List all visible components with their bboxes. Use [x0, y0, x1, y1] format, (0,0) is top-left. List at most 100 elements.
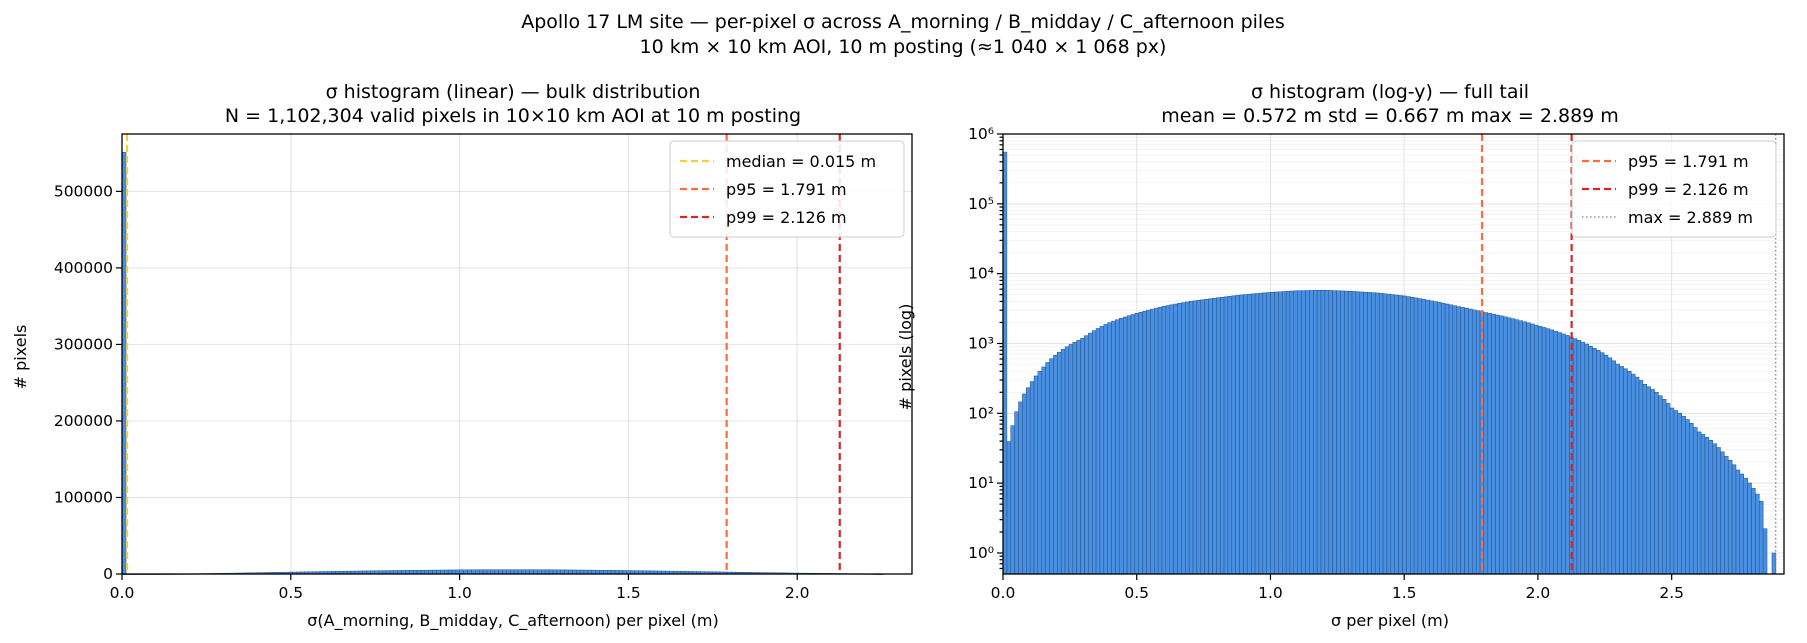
log-histogram-bar: [1735, 469, 1741, 575]
log-histogram-bar: [1526, 322, 1531, 575]
log-histogram-bar: [1173, 303, 1178, 575]
log-histogram-bar: [1588, 345, 1593, 575]
log-histogram-bar: [1103, 324, 1108, 575]
linear-x-tick-label: 1.0: [447, 584, 472, 602]
log-histogram-bar: [1254, 293, 1260, 575]
log-histogram-bar: [1181, 302, 1186, 575]
linear-y-tick-label: 200000: [54, 412, 113, 430]
log-histogram-bar: [1673, 410, 1679, 575]
log-y-tick-label: 10⁰: [968, 544, 994, 562]
log-histogram-bar: [1654, 392, 1659, 575]
log-histogram-bar: [1014, 411, 1019, 575]
log-histogram-bar: [1382, 293, 1388, 575]
log-histogram-bar: [1219, 296, 1225, 575]
log-x-tick-label: 0.5: [1124, 584, 1149, 602]
log-histogram-bar: [1355, 291, 1361, 575]
log-histogram-bar: [1460, 307, 1465, 575]
log-histogram-bar: [1320, 289, 1326, 575]
log-histogram-bar: [1204, 298, 1209, 575]
log-histogram-bar: [1347, 290, 1353, 575]
log-legend-box: [1571, 140, 1777, 238]
log-histogram-bar: [1755, 493, 1760, 575]
log-histogram-bar: [1154, 307, 1159, 575]
log-histogram-bar: [1611, 360, 1617, 575]
log-histogram-bar: [1712, 443, 1717, 575]
log-histogram-bar: [1762, 528, 1768, 575]
log-histogram-bar: [1499, 315, 1504, 575]
log-histogram-bar: [1759, 500, 1764, 575]
log-histogram-bar: [1433, 301, 1438, 575]
log-histogram-bar: [1708, 440, 1713, 575]
log-histogram-bar: [1743, 477, 1748, 575]
log-histogram-bar: [1549, 329, 1554, 575]
log-histogram-bar: [1677, 412, 1682, 575]
log-histogram-bar: [1553, 330, 1558, 575]
log-y-tick-label: 10⁵: [968, 195, 994, 213]
log-histogram-bar: [1084, 335, 1089, 575]
log-histogram-bar: [1724, 456, 1729, 575]
log-histogram-bar: [1747, 482, 1752, 575]
log-histogram-bar: [1285, 291, 1291, 575]
log-histogram-bar: [1332, 290, 1337, 575]
log-histogram-bar: [1510, 318, 1516, 575]
log-histogram-bar: [1650, 389, 1655, 575]
log-histogram-bar: [1487, 313, 1492, 575]
linear-x-tick-label: 0.0: [110, 584, 135, 602]
log-histogram-bar: [1402, 295, 1407, 575]
log-histogram-bar: [1227, 296, 1233, 575]
log-histogram-bar: [1064, 346, 1070, 575]
log-histogram-bar: [1060, 349, 1066, 575]
log-histogram-bar: [1107, 322, 1112, 575]
log-histogram-bar: [1394, 294, 1399, 575]
log-x-tick-label: 2.5: [1659, 584, 1684, 602]
log-histogram-bar: [1627, 371, 1632, 575]
log-histogram-bar: [1111, 320, 1116, 575]
log-histogram-bar: [1580, 341, 1585, 575]
log-histogram-bar: [1530, 323, 1535, 575]
log-x-tick-label: 2.0: [1526, 584, 1551, 602]
log-histogram-bar: [1623, 368, 1628, 575]
log-histogram-bar: [1452, 305, 1458, 575]
log-histogram-bar: [1464, 307, 1469, 575]
log-histogram-bar: [1634, 376, 1640, 575]
linear-y-tick-label: 500000: [54, 182, 113, 200]
log-histogram-bar: [1514, 319, 1520, 575]
log-histogram-bar: [1119, 318, 1124, 575]
log-histogram-bar: [1572, 338, 1578, 575]
log-histogram-bar: [1592, 347, 1597, 575]
linear-histogram-title-line1: σ histogram (linear) — bulk distribution: [326, 81, 701, 103]
linear-x-tick-label: 1.5: [616, 584, 641, 602]
log-histogram-bar: [1448, 304, 1454, 575]
log-histogram-bar: [1731, 464, 1737, 575]
log-histogram-bar: [1727, 460, 1733, 575]
log-histogram-bar: [1134, 313, 1139, 575]
log-histogram-bar: [1421, 299, 1426, 575]
log-y-tick-label: 10⁴: [968, 265, 994, 283]
log-histogram-bar: [1584, 343, 1589, 575]
log-histogram-bar: [1250, 293, 1256, 575]
log-histogram-bar: [1522, 321, 1527, 575]
log-histogram-bar: [1619, 366, 1624, 575]
log-histogram-bar: [1359, 291, 1364, 575]
log-histogram-bar: [1561, 333, 1566, 575]
log-histogram-bar: [1386, 293, 1392, 575]
log-histogram-bar: [1378, 293, 1384, 575]
log-histogram-bar: [1642, 384, 1648, 575]
log-histogram-bar: [1200, 299, 1205, 575]
log-histogram-bar: [1305, 290, 1310, 575]
log-histogram-bar: [1309, 290, 1314, 575]
log-histogram-bar: [1398, 295, 1403, 575]
linear-histogram-title-line2: N = 1,102,304 valid pixels in 10×10 km A…: [225, 105, 801, 127]
log-histogram-bar: [1258, 292, 1264, 575]
log-histogram-bar: [1313, 290, 1318, 575]
log-histogram-bar: [1068, 344, 1074, 575]
log-histogram-bar: [1429, 300, 1434, 575]
log-histogram-bar: [1049, 358, 1054, 575]
log-histogram-bar: [1080, 338, 1085, 575]
log-histogram-bar: [1138, 311, 1143, 575]
log-histogram-bar: [1689, 423, 1694, 575]
log-histogram-bar: [1700, 434, 1706, 575]
log-histogram-bar: [1266, 292, 1271, 575]
log-histogram-bar: [1417, 298, 1423, 575]
log-histogram-bar: [1669, 407, 1675, 575]
